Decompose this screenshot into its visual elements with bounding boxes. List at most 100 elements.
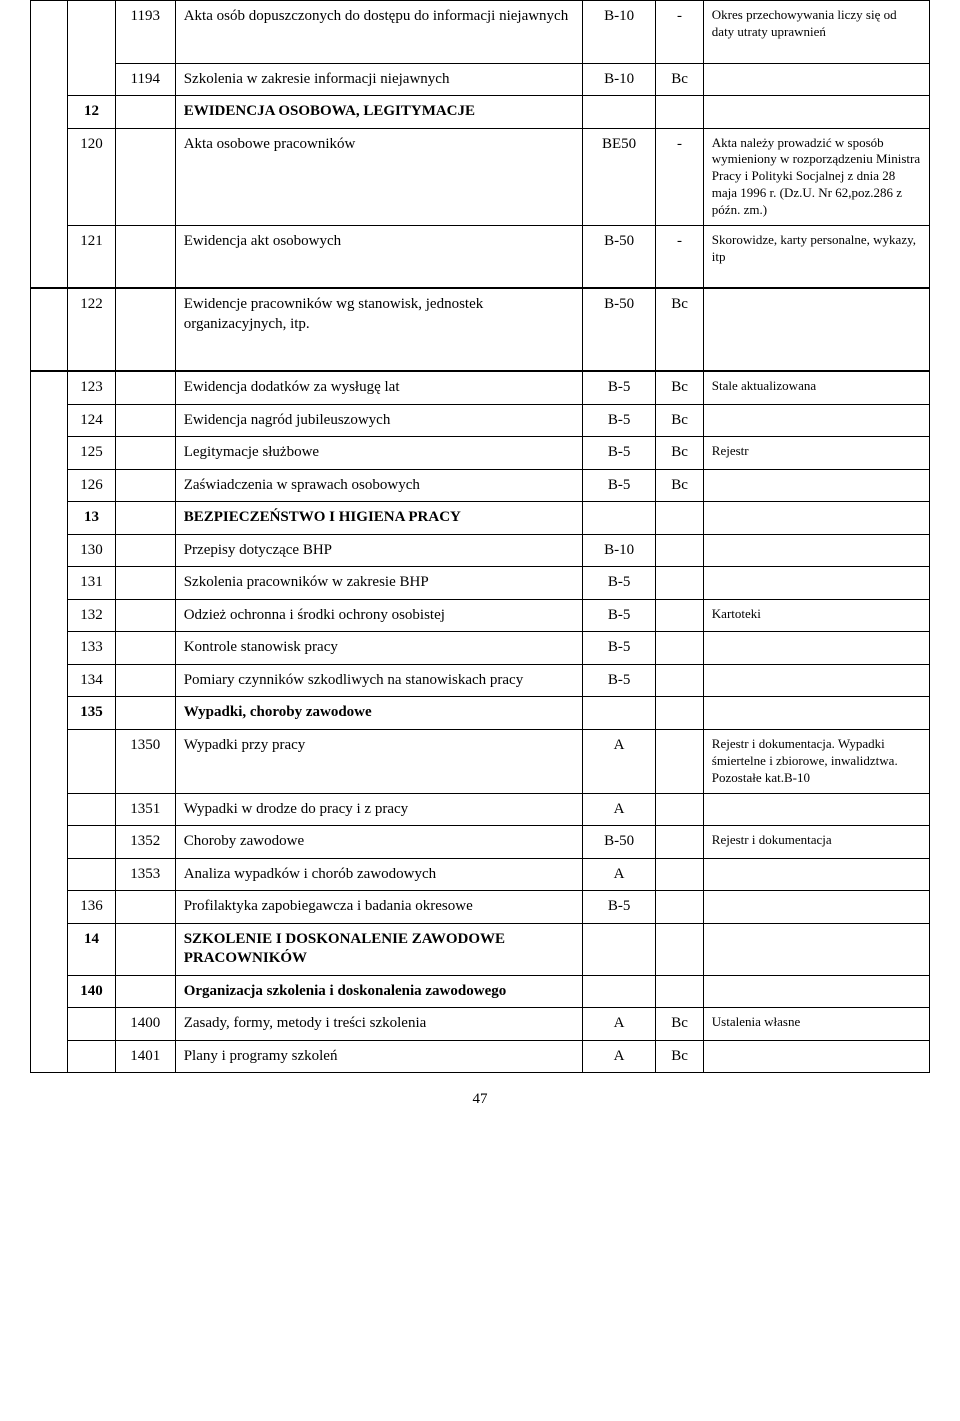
cell-code: 1351 (115, 793, 175, 826)
cell-code: 135 (68, 697, 115, 730)
table-row: 123 Ewidencja dodatków za wysługę lat B-… (31, 372, 930, 405)
cell-code: 1194 (115, 63, 175, 96)
cell-cat: B-5 (582, 664, 656, 697)
cell-note: Rejestr i dokumentacja (703, 826, 929, 859)
cell-cat: B-5 (582, 599, 656, 632)
cell-desc: Szkolenia pracowników w zakresie BHP (175, 567, 582, 600)
cell-note: Ustalenia własne (703, 1008, 929, 1041)
table-row: 135 Wypadki, choroby zawodowe (31, 697, 930, 730)
table-row: 140 Organizacja szkolenia i doskonalenia… (31, 975, 930, 1008)
cell-code: 120 (68, 128, 115, 225)
table-row: 1401 Plany i programy szkoleń A Bc (31, 1040, 930, 1073)
cell-note: Kartoteki (703, 599, 929, 632)
table-row: 132 Odzież ochronna i środki ochrony oso… (31, 599, 930, 632)
cell-cat: A (582, 858, 656, 891)
table-row: 126 Zaświadczenia w sprawach osobowych B… (31, 469, 930, 502)
cell-col6: Bc (656, 469, 703, 502)
cell-code: 1350 (115, 729, 175, 793)
table-row: 130 Przepisy dotyczące BHP B-10 (31, 534, 930, 567)
cell-code: 13 (68, 502, 115, 535)
cell-cat: B-5 (582, 372, 656, 405)
cell-desc: Ewidencja nagród jubileuszowych (175, 404, 582, 437)
table-block-1: 1193 Akta osób dopuszczonych do dostępu … (30, 0, 930, 288)
cell-desc: Profilaktyka zapobiegawcza i badania okr… (175, 891, 582, 924)
cell-desc: Ewidencja akt osobowych (175, 225, 582, 288)
cell-cat: B-50 (582, 289, 656, 371)
cell-cat: B-5 (582, 567, 656, 600)
cell-note: Stale aktualizowana (703, 372, 929, 405)
cell-code: 136 (68, 891, 115, 924)
table-row: 122 Ewidencje pracowników wg stanowisk, … (31, 289, 930, 371)
cell-cat: A (582, 1040, 656, 1073)
cell-note: Akta należy prowadzić w sposób wymienion… (703, 128, 929, 225)
table-row: 121 Ewidencja akt osobowych B-50 - Skoro… (31, 225, 930, 288)
table-row: 1194 Szkolenia w zakresie informacji nie… (31, 63, 930, 96)
cell-desc: Zaświadczenia w sprawach osobowych (175, 469, 582, 502)
table-row: 1352 Choroby zawodowe B-50 Rejestr i dok… (31, 826, 930, 859)
cell-code: 126 (68, 469, 115, 502)
cell-desc: Choroby zawodowe (175, 826, 582, 859)
cell-cat: B-5 (582, 469, 656, 502)
cell-cat: B-5 (582, 632, 656, 665)
cell-desc: Kontrole stanowisk pracy (175, 632, 582, 665)
cell-desc: Akta osób dopuszczonych do dostępu do in… (175, 1, 582, 64)
table-row: 136 Profilaktyka zapobiegawcza i badania… (31, 891, 930, 924)
cell-note: Okres przechowywania liczy się od daty u… (703, 1, 929, 64)
cell-col6: - (656, 128, 703, 225)
cell-col6: Bc (656, 289, 703, 371)
cell-col6: Bc (656, 404, 703, 437)
cell-desc: Legitymacje służbowe (175, 437, 582, 470)
cell-code: 125 (68, 437, 115, 470)
cell-note: Skorowidze, karty personalne, wykazy, it… (703, 225, 929, 288)
cell-cat: B-50 (582, 225, 656, 288)
cell-cat: A (582, 1008, 656, 1041)
cell-cat: B-10 (582, 1, 656, 64)
cell-note (703, 63, 929, 96)
table-row: 1400 Zasady, formy, metody i treści szko… (31, 1008, 930, 1041)
table-row: 13 BEZPIECZEŃSTWO I HIGIENA PRACY (31, 502, 930, 535)
cell-code: 122 (68, 289, 115, 371)
table-row: 1193 Akta osób dopuszczonych do dostępu … (31, 1, 930, 64)
cell-code: 1401 (115, 1040, 175, 1073)
cell-code: 121 (68, 225, 115, 288)
cell-code: 130 (68, 534, 115, 567)
cell-cat: B-10 (582, 534, 656, 567)
page-number: 47 (30, 1073, 930, 1108)
cell-desc: Szkolenia w zakresie informacji niejawny… (175, 63, 582, 96)
cell-desc: BEZPIECZEŃSTWO I HIGIENA PRACY (175, 502, 582, 535)
table-row: 120 Akta osobowe pracowników BE50 - Akta… (31, 128, 930, 225)
table-row: 133 Kontrole stanowisk pracy B-5 (31, 632, 930, 665)
cell-desc: Pomiary czynników szkodliwych na stanowi… (175, 664, 582, 697)
table-row: 131 Szkolenia pracowników w zakresie BHP… (31, 567, 930, 600)
cell-code: 12 (68, 96, 115, 129)
cell-desc: EWIDENCJA OSOBOWA, LEGITYMACJE (175, 96, 582, 129)
cell-desc: Plany i programy szkoleń (175, 1040, 582, 1073)
table-row: 14 SZKOLENIE I DOSKONALENIE ZAWODOWE PRA… (31, 923, 930, 975)
cell-cat: B-5 (582, 404, 656, 437)
cell-code: 14 (68, 923, 115, 975)
cell-cat: B-50 (582, 826, 656, 859)
cell-note: Rejestr (703, 437, 929, 470)
cell-cat: B-10 (582, 63, 656, 96)
cell-code: 131 (68, 567, 115, 600)
cell-col6: Bc (656, 63, 703, 96)
cell-code: 1400 (115, 1008, 175, 1041)
cell-code: 140 (68, 975, 115, 1008)
cell-desc: Wypadki w drodze do pracy i z pracy (175, 793, 582, 826)
cell-cat: B-5 (582, 891, 656, 924)
cell-code: 133 (68, 632, 115, 665)
cell-cat: A (582, 793, 656, 826)
table-row: 12 EWIDENCJA OSOBOWA, LEGITYMACJE (31, 96, 930, 129)
cell-desc: Przepisy dotyczące BHP (175, 534, 582, 567)
cell-desc: Analiza wypadków i chorób zawodowych (175, 858, 582, 891)
cell-desc: Wypadki, choroby zawodowe (175, 697, 582, 730)
cell-desc: Akta osobowe pracowników (175, 128, 582, 225)
cell-code: 1352 (115, 826, 175, 859)
cell-note (703, 289, 929, 371)
cell-cat: B-5 (582, 437, 656, 470)
table-row: 124 Ewidencja nagród jubileuszowych B-5 … (31, 404, 930, 437)
cell-code: 1353 (115, 858, 175, 891)
cell-col6: Bc (656, 1040, 703, 1073)
table-row: 125 Legitymacje służbowe B-5 Bc Rejestr (31, 437, 930, 470)
cell-desc: Wypadki przy pracy (175, 729, 582, 793)
